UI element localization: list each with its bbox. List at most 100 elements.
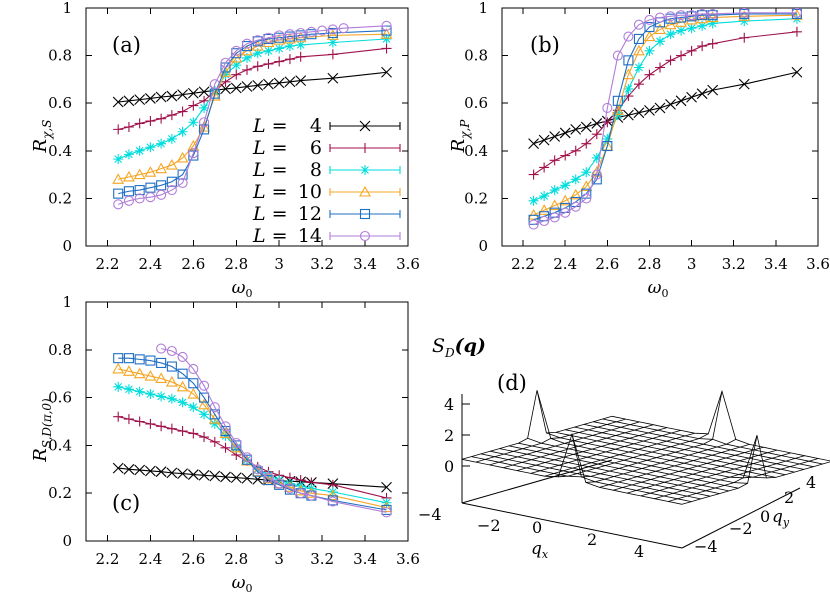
data-point: [166, 110, 177, 121]
data-point: [188, 402, 199, 413]
data-point: [252, 35, 263, 46]
data-point: [644, 21, 655, 33]
panel-b-ylabel: Rχ,P: [448, 119, 472, 154]
data-point: [199, 124, 210, 135]
data-point: [166, 176, 177, 187]
data-point: [294, 484, 307, 496]
panel-b-series: [527, 8, 803, 230]
surface-gridline: [565, 429, 786, 476]
surface-gridline: [626, 449, 778, 494]
data-point: [591, 129, 602, 140]
panel-a-ylabel: Rχ,S: [30, 120, 54, 154]
data-point: [122, 170, 135, 182]
x-tick-label: 3.2: [310, 550, 334, 568]
series-line-L12: [118, 357, 387, 511]
y-tick-label: −4: [694, 537, 718, 556]
data-point: [381, 33, 392, 44]
y-tick-label: 1: [62, 293, 72, 311]
legend-label: L =: [252, 159, 288, 181]
data-point: [665, 11, 676, 22]
data-point: [643, 30, 656, 42]
data-point: [252, 61, 263, 72]
series-line-L6: [533, 31, 797, 176]
x-tick-label: 3.6: [396, 550, 420, 568]
data-point: [134, 193, 145, 204]
data-point: [113, 154, 124, 165]
data-point: [113, 188, 124, 199]
data-point: [134, 464, 146, 476]
data-point: [166, 423, 177, 434]
data-point: [633, 79, 644, 90]
data-point: [306, 490, 317, 501]
data-point: [548, 199, 561, 211]
data-point: [676, 10, 687, 21]
data-point: [134, 118, 145, 129]
data-point: [177, 177, 188, 188]
data-point: [327, 24, 338, 35]
x-tick-label: 2.2: [96, 255, 120, 273]
y-tick-label: 0.4: [48, 436, 72, 454]
data-point: [591, 118, 603, 129]
y-tick-label: 0.6: [48, 389, 72, 407]
data-point: [665, 13, 676, 24]
data-point: [654, 12, 666, 23]
data-point: [665, 55, 676, 66]
data-point: [686, 10, 697, 21]
surface-gridline: [471, 456, 692, 502]
legend-entry-L14: L = 14: [252, 225, 401, 247]
surface-y-ticks: −4 −2 0 2 4: [694, 473, 816, 556]
surface-gridline: [602, 418, 823, 465]
legend-size: 6: [310, 137, 322, 159]
data-point: [231, 45, 242, 56]
data-point: [295, 27, 306, 39]
surface-xlabel: qx: [531, 539, 549, 561]
data-point: [165, 375, 178, 387]
data-point: [380, 28, 393, 39]
data-point: [676, 50, 687, 61]
x-tick-label: 3.4: [764, 255, 788, 273]
data-point: [686, 91, 697, 103]
data-point: [539, 162, 550, 173]
y-tick-label: 0.8: [464, 47, 488, 65]
series-L4: [112, 462, 392, 493]
series-L10: [112, 362, 393, 513]
legend-label: L =: [252, 203, 288, 225]
data-point: [284, 29, 295, 40]
data-point: [790, 9, 803, 20]
y-tick-label: 0.6: [464, 94, 488, 112]
x-tick-label: 2: [587, 530, 597, 549]
legend-marker: [360, 165, 370, 175]
data-point: [675, 95, 687, 107]
data-point: [633, 107, 645, 119]
surface-gridline: [611, 389, 830, 462]
y-tick-label: 0.8: [48, 341, 72, 359]
data-point: [538, 134, 550, 146]
panel-a-series: [112, 20, 393, 210]
surface-gridline: [640, 452, 791, 497]
data-point: [134, 145, 145, 156]
data-point: [665, 99, 676, 110]
data-point: [284, 31, 295, 42]
series-L14: [156, 343, 392, 518]
data-point: [326, 29, 339, 40]
data-point: [295, 39, 306, 50]
data-point: [156, 421, 167, 432]
data-point: [623, 31, 634, 42]
data-point: [527, 208, 540, 220]
data-point: [242, 64, 252, 75]
data-point: [188, 117, 199, 128]
series-line-L14: [118, 25, 387, 205]
data-point: [602, 102, 613, 114]
data-point: [241, 452, 253, 463]
data-point: [241, 472, 253, 484]
data-point: [156, 391, 167, 402]
data-point: [644, 14, 655, 25]
legend-entry-L10: L = 10: [252, 181, 401, 203]
series-L14: [528, 8, 802, 230]
data-point: [602, 140, 613, 152]
panel-c-xlabel: ω0: [232, 573, 253, 595]
series-line-L10: [533, 14, 797, 216]
data-point: [306, 26, 317, 37]
data-point: [559, 127, 571, 139]
data-point: [676, 25, 687, 36]
